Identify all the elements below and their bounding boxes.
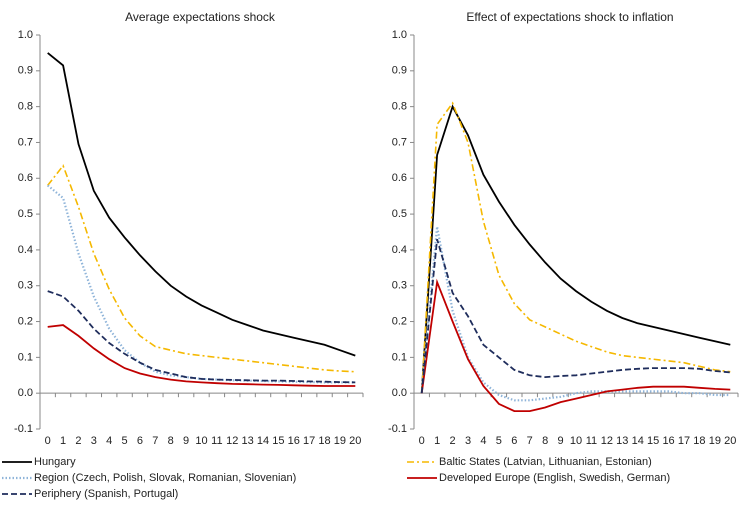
x-tick-label: 11	[211, 435, 222, 447]
y-tick-label: 0.4	[392, 244, 407, 256]
series-line	[420, 238, 731, 394]
y-tick-label: 0.2	[18, 315, 33, 327]
series-line	[47, 324, 356, 387]
x-tick-label: 13	[616, 435, 628, 447]
y-tick-label: 0.6	[392, 172, 407, 184]
x-tick-label: 5	[122, 435, 128, 447]
x-tick-label: 11	[586, 435, 597, 447]
x-tick-label: 15	[272, 435, 284, 447]
y-tick-label: 0.2	[392, 315, 407, 327]
y-tick-label: 0.7	[18, 136, 33, 148]
x-tick-label: 17	[303, 435, 315, 447]
y-tick-label: 0.6	[18, 172, 33, 184]
x-tick-label: 20	[724, 435, 736, 447]
x-tick-label: 12	[226, 435, 238, 447]
y-tick-label: 0.3	[392, 280, 407, 292]
x-tick-label: 12	[601, 435, 613, 447]
x-tick-label: 1	[60, 435, 66, 447]
x-tick-label: 3	[91, 435, 97, 447]
x-tick-label: 17	[678, 435, 690, 447]
legend-label: Developed Europe (English, Swedish, Germ…	[439, 472, 670, 484]
x-tick-label: 18	[318, 435, 330, 447]
x-tick-label: 4	[106, 435, 112, 447]
x-tick-label: 15	[647, 435, 659, 447]
x-tick-label: 4	[480, 435, 486, 447]
x-tick-label: 0	[45, 435, 51, 447]
y-tick-label: 1.0	[18, 29, 33, 41]
y-tick-label: 1.0	[392, 29, 407, 41]
legend-label: Region (Czech, Polish, Slovak, Romanian,…	[34, 472, 296, 484]
y-tick-label: 0.9	[392, 65, 407, 77]
series-line	[420, 226, 731, 402]
y-tick-label: 0.7	[392, 136, 407, 148]
x-tick-label: 2	[75, 435, 81, 447]
x-tick-label: 5	[496, 435, 502, 447]
x-tick-label: 2	[450, 435, 456, 447]
x-tick-label: 19	[334, 435, 346, 447]
y-tick-label: 0.0	[392, 387, 407, 399]
series-line	[47, 184, 356, 384]
x-tick-label: 16	[288, 435, 300, 447]
y-tick-label: 0.4	[18, 244, 33, 256]
y-tick-label: 0.0	[18, 387, 33, 399]
x-tick-label: 6	[511, 435, 517, 447]
y-tick-label: 0.3	[18, 280, 33, 292]
y-tick-label: 0.8	[392, 101, 407, 113]
x-tick-label: 16	[662, 435, 674, 447]
y-tick-label: 0.5	[18, 208, 33, 220]
y-tick-label: 0.9	[18, 65, 33, 77]
x-tick-label: 20	[349, 435, 361, 447]
series-line	[47, 290, 356, 384]
y-tick-label: -0.1	[14, 423, 33, 435]
x-tick-label: 7	[152, 435, 158, 447]
y-tick-label: 0.1	[18, 351, 33, 363]
series-line	[420, 101, 731, 394]
y-tick-label: 0.8	[18, 101, 33, 113]
x-tick-label: 13	[242, 435, 254, 447]
legend-label: Periphery (Spanish, Portugal)	[34, 488, 178, 500]
x-tick-label: 0	[419, 435, 425, 447]
series-line	[420, 104, 731, 394]
series-line	[47, 164, 356, 373]
y-tick-label: 0.1	[392, 351, 407, 363]
chart-title: Effect of expectations shock to inflatio…	[466, 10, 673, 24]
x-tick-label: 8	[542, 435, 548, 447]
y-tick-label: -0.1	[388, 423, 407, 435]
x-tick-label: 8	[168, 435, 174, 447]
x-tick-label: 18	[693, 435, 705, 447]
chart-title: Average expectations shock	[125, 10, 276, 24]
y-tick-label: 0.5	[392, 208, 407, 220]
x-tick-label: 6	[137, 435, 143, 447]
x-tick-label: 1	[434, 435, 440, 447]
x-tick-label: 19	[709, 435, 721, 447]
x-tick-label: 14	[632, 435, 644, 447]
series-line	[420, 278, 731, 412]
x-tick-label: 10	[570, 435, 582, 447]
series-line	[47, 52, 356, 357]
legend-label: Hungary	[34, 456, 76, 468]
x-tick-label: 3	[465, 435, 471, 447]
x-tick-label: 9	[558, 435, 564, 447]
x-tick-label: 9	[183, 435, 189, 447]
x-tick-label: 10	[195, 435, 207, 447]
x-tick-label: 14	[257, 435, 269, 447]
x-tick-label: 7	[527, 435, 533, 447]
legend-label: Baltic States (Latvian, Lithuanian, Esto…	[439, 456, 652, 468]
